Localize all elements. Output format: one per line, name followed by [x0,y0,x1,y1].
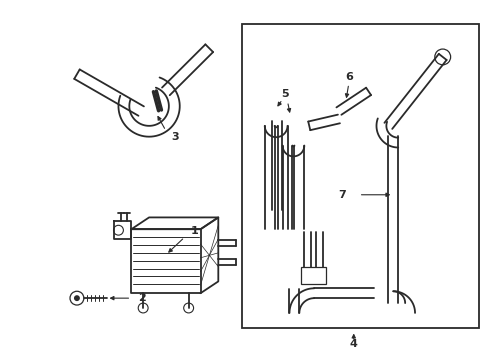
Bar [242,24,478,328]
Circle shape [74,295,80,301]
Text: 6: 6 [344,72,352,82]
Text: 2: 2 [138,293,146,303]
Text: 1: 1 [191,226,199,236]
Text: 5: 5 [280,89,288,99]
Bar [300,267,325,284]
Text: 4: 4 [349,339,357,350]
Text: 7: 7 [337,190,345,200]
Text: 3: 3 [170,132,178,142]
